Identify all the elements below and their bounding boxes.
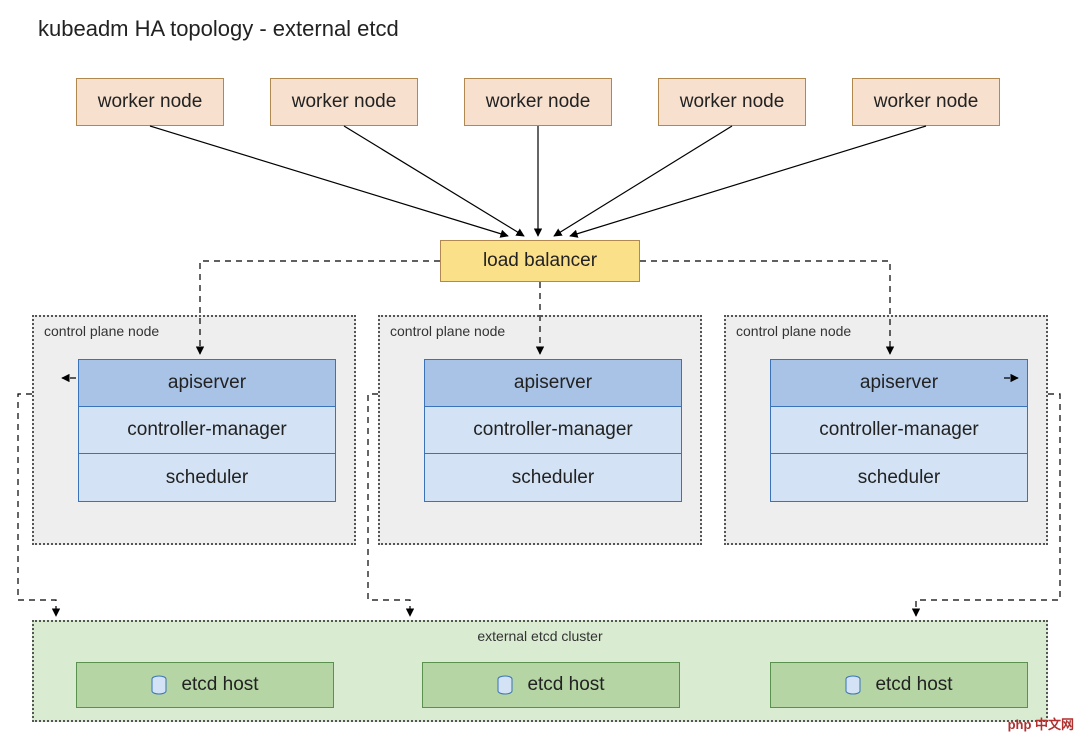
etcd-host-label: etcd host [527,674,604,696]
etcd-host-3: etcd host [770,662,1028,708]
etcd-host-label: etcd host [181,674,258,696]
cp-label: control plane node [736,323,851,339]
scheduler-label: scheduler [166,467,248,489]
control-plane-node-1: control plane node apiserver controller-… [32,315,356,545]
worker-node-2: worker node [270,78,418,126]
worker-node-5: worker node [852,78,1000,126]
worker-label: worker node [874,91,979,113]
apiserver-label: apiserver [860,372,938,394]
worker-node-3: worker node [464,78,612,126]
apiserver-box: apiserver [771,360,1027,407]
diagram-title: kubeadm HA topology - external etcd [38,16,399,42]
watermark: php 中文网 [1008,714,1074,733]
cp-stack-2: apiserver controller-manager scheduler [424,359,682,502]
worker-label: worker node [680,91,785,113]
scheduler-box: scheduler [771,454,1027,501]
controller-manager-label: controller-manager [473,419,632,441]
controller-manager-box: controller-manager [771,407,1027,454]
lb-label: load balancer [483,250,597,272]
worker-node-4: worker node [658,78,806,126]
cp-stack-1: apiserver controller-manager scheduler [78,359,336,502]
control-plane-node-3: control plane node apiserver controller-… [724,315,1048,545]
worker-label: worker node [98,91,203,113]
database-icon [151,675,167,695]
worker-label: worker node [486,91,591,113]
worker-node-1: worker node [76,78,224,126]
worker-label: worker node [292,91,397,113]
apiserver-label: apiserver [514,372,592,394]
scheduler-label: scheduler [858,467,940,489]
scheduler-box: scheduler [79,454,335,501]
database-icon [845,675,861,695]
controller-manager-label: controller-manager [819,419,978,441]
apiserver-box: apiserver [425,360,681,407]
load-balancer: load balancer [440,240,640,282]
scheduler-label: scheduler [512,467,594,489]
cp-stack-3: apiserver controller-manager scheduler [770,359,1028,502]
controller-manager-label: controller-manager [127,419,286,441]
apiserver-label: apiserver [168,372,246,394]
database-icon [497,675,513,695]
etcd-host-1: etcd host [76,662,334,708]
cp-label: control plane node [390,323,505,339]
apiserver-box: apiserver [79,360,335,407]
controller-manager-box: controller-manager [425,407,681,454]
controller-manager-box: controller-manager [79,407,335,454]
etcd-cluster-label: external etcd cluster [477,628,602,644]
etcd-host-label: etcd host [875,674,952,696]
control-plane-node-2: control plane node apiserver controller-… [378,315,702,545]
cp-label: control plane node [44,323,159,339]
scheduler-box: scheduler [425,454,681,501]
etcd-host-2: etcd host [422,662,680,708]
